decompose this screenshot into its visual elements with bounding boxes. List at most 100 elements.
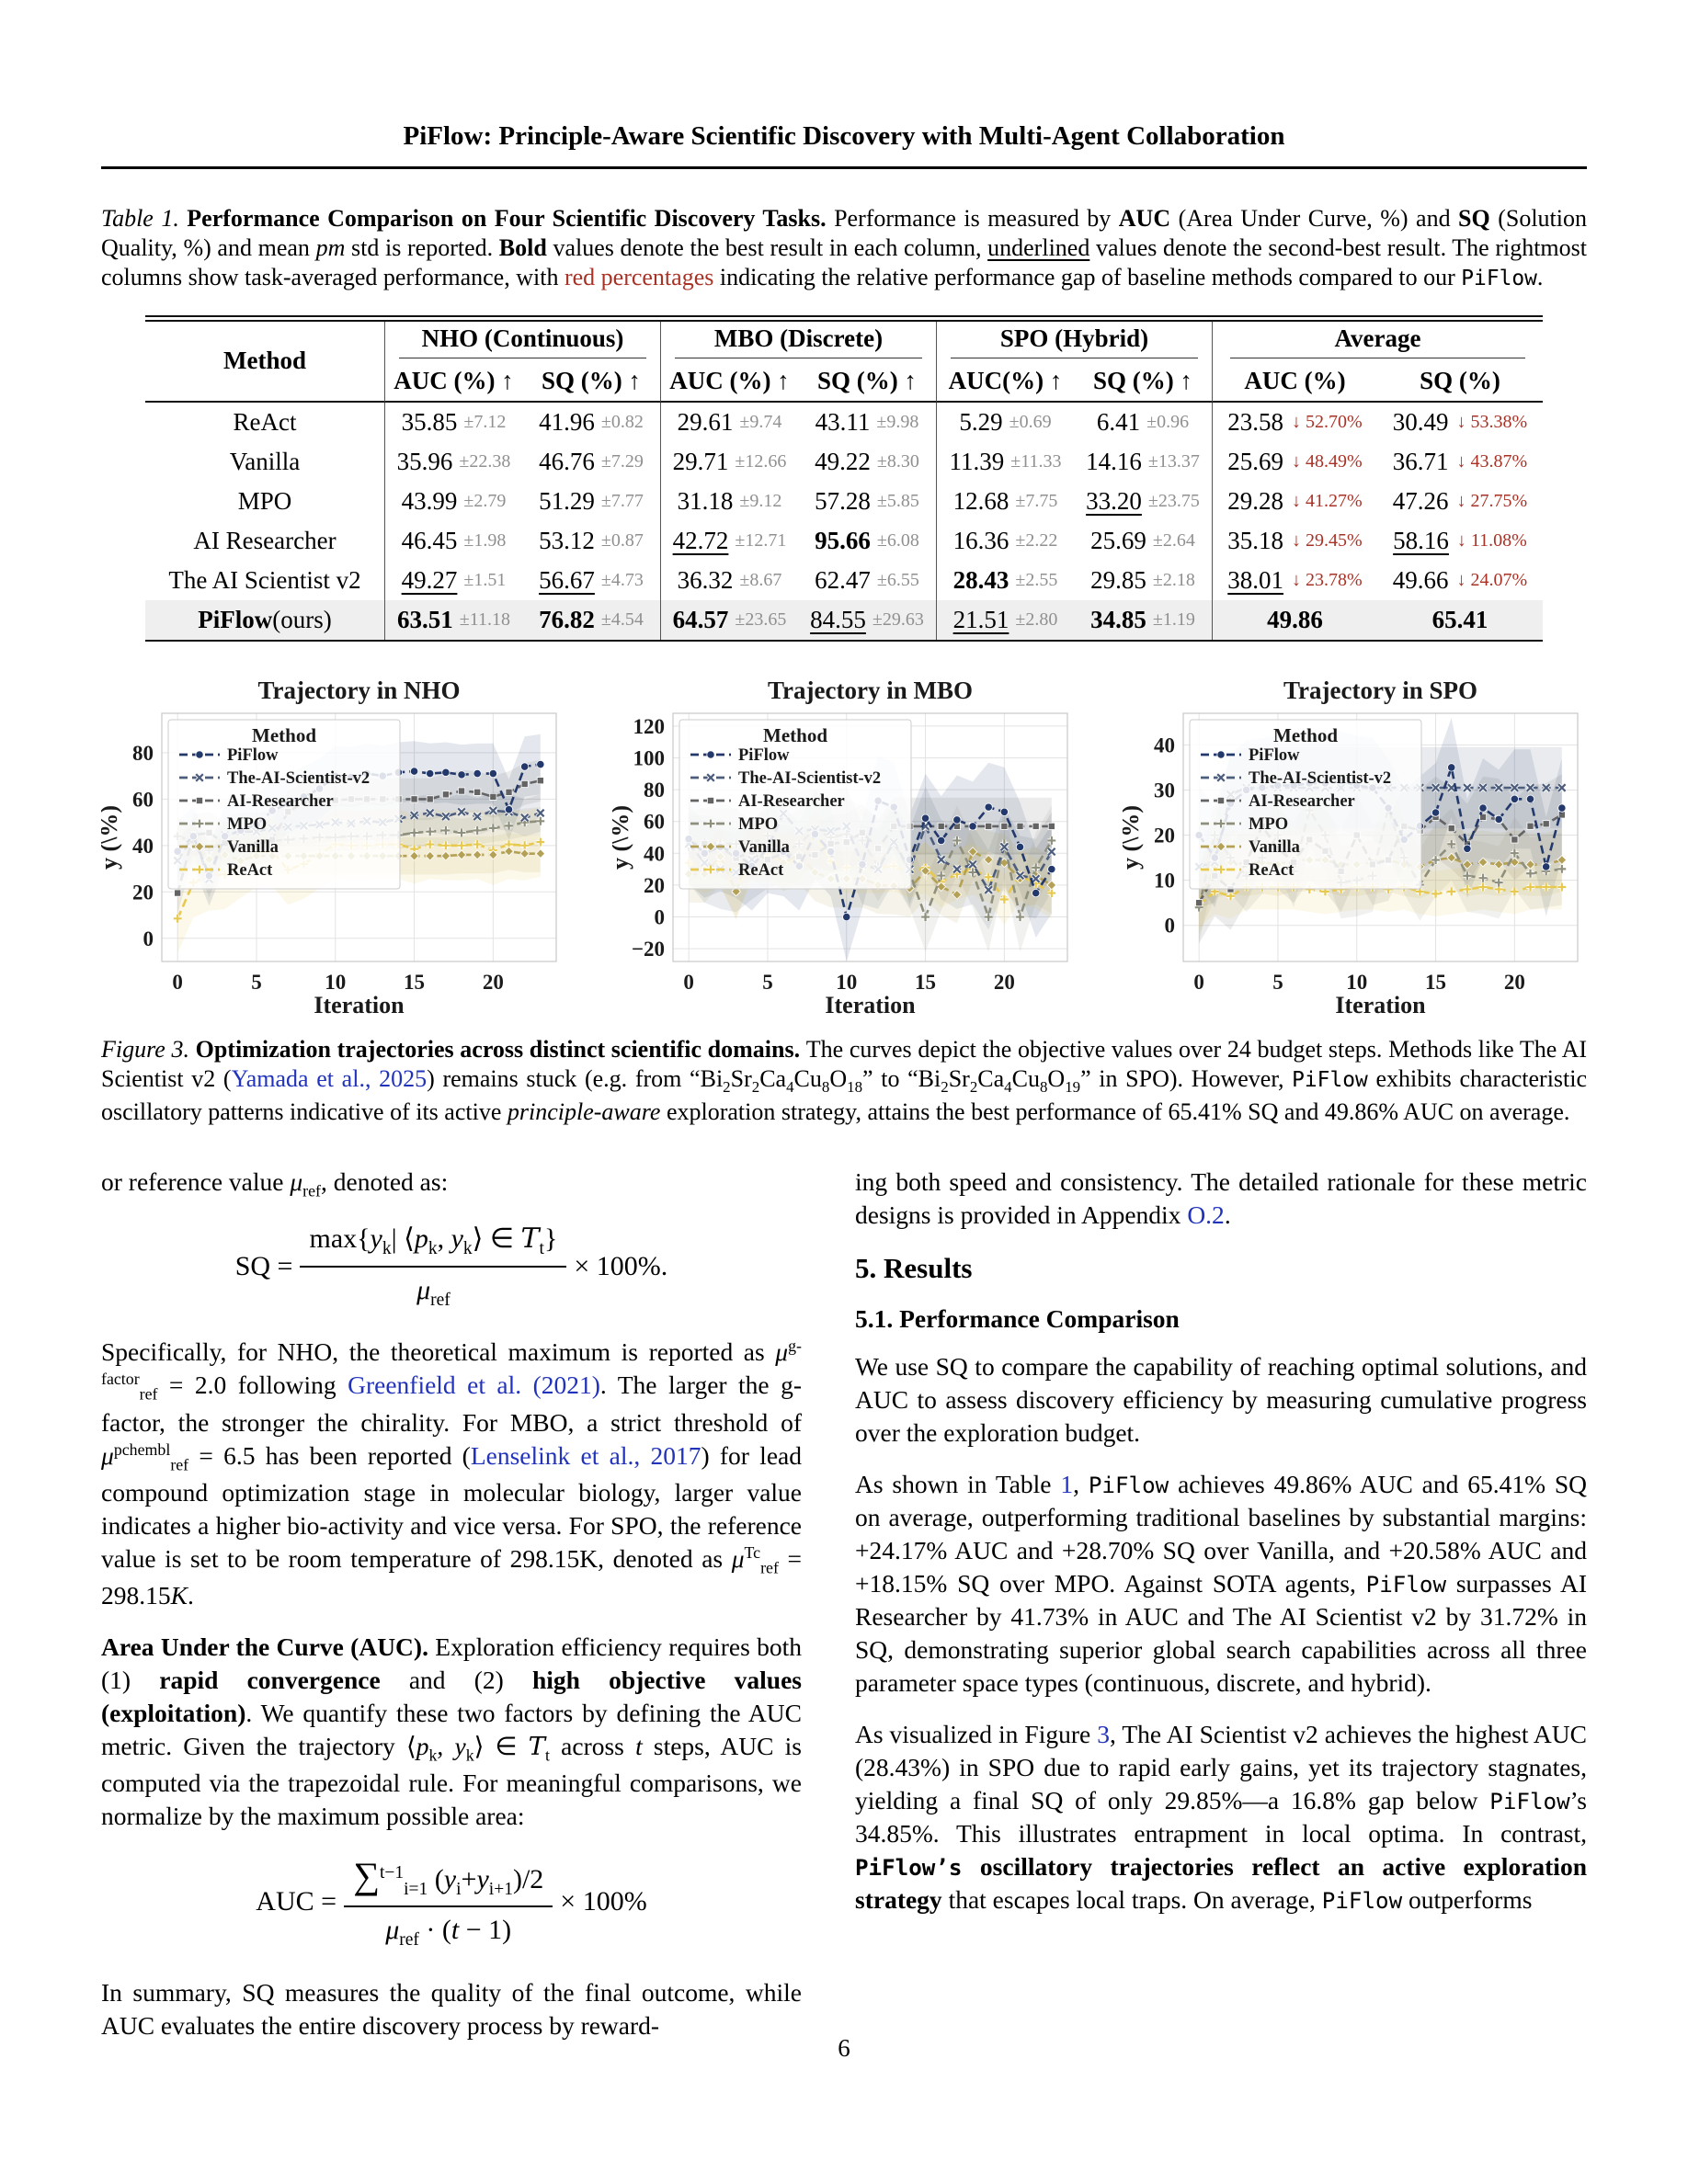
svg-text:Method: Method [252, 724, 316, 746]
text-segment: ref [760, 1558, 779, 1577]
metric-std: ±0.82 [600, 411, 644, 432]
column-group-label: SPO (Hybrid) [951, 324, 1198, 358]
metric-value: 41.96 [539, 407, 595, 436]
svg-text:20: 20 [1154, 824, 1175, 847]
text-segment: As visualized in Figure [855, 1720, 1098, 1749]
svg-text:The-AI-Scientist-v2: The-AI-Scientist-v2 [738, 769, 881, 788]
metric-value: 57.28 [815, 486, 871, 515]
text-segment: Vanilla [229, 447, 301, 475]
metric-cell: 47.26 ↓ 27.75% [1377, 482, 1543, 521]
text-segment: y [443, 1863, 457, 1894]
text-segment: ref [399, 1930, 419, 1951]
metric-value: 21.51 [952, 605, 1009, 633]
text-segment: ⟩ ∈ [473, 1731, 529, 1760]
metric-cell: 56.67 ±4.73 [522, 561, 660, 600]
text-segment: exploration strategy, attains the best p… [660, 1098, 1570, 1126]
metric-std: ±0.69 [1009, 411, 1052, 432]
svg-text:10: 10 [325, 971, 346, 994]
performance-gap-percentage: ↓ 43.87% [1456, 450, 1528, 472]
column-sub-header: SQ (%) ↑ [522, 361, 660, 403]
text-segment: 2 [941, 1078, 949, 1097]
text-segment: Cu [1011, 1064, 1040, 1092]
svg-text:y (\%): y (\%) [1123, 805, 1144, 870]
text-segment: PiFlow [1088, 1473, 1169, 1499]
text-segment: μ [731, 1543, 745, 1573]
text-segment: ( [428, 1863, 444, 1894]
citation-link[interactable]: Greenfield et al. (2021) [348, 1371, 600, 1400]
metric-value: 30.49 [1392, 407, 1449, 436]
text-segment: oscillatory trajectories reflect an acti… [855, 1852, 1587, 1915]
citation-link[interactable]: 3 [1097, 1720, 1110, 1749]
metric-cell: 95.66 ±6.08 [798, 521, 936, 561]
svg-text:Trajectory in SPO: Trajectory in SPO [1283, 677, 1477, 704]
performance-gap-percentage: ↓ 24.07% [1456, 569, 1528, 590]
metric-cell: 49.86 [1212, 599, 1377, 640]
text-segment: AUC [1118, 205, 1171, 232]
text-segment: Sr [948, 1064, 970, 1092]
metric-value: 23.58 [1227, 407, 1284, 436]
citation-link[interactable]: 1 [1060, 1470, 1074, 1499]
figure-caption: Figure 3. Optimization trajectories acro… [101, 1035, 1587, 1128]
metric-value: 35.85 [401, 407, 458, 436]
metric-value: 51.29 [539, 486, 595, 515]
column-group-header: Average [1212, 321, 1543, 361]
text-segment: t [539, 1239, 544, 1259]
svg-text:Method: Method [1273, 724, 1338, 746]
text-segment: i [456, 1879, 462, 1899]
subsection-heading-performance: 5.1. Performance Comparison [855, 1303, 1180, 1333]
metric-std: ±7.77 [600, 490, 644, 511]
text-segment: AI Researcher [193, 526, 336, 554]
text-segment: t [545, 1746, 550, 1765]
text-segment: The AI Scientist v2 [168, 565, 361, 594]
metric-std: ±1.98 [463, 529, 507, 551]
text-segment: pchembl [113, 1439, 171, 1459]
text-segment: i=1 [404, 1879, 428, 1899]
citation-link[interactable]: O.2 [1187, 1200, 1225, 1230]
text-segment: t [451, 1915, 460, 1946]
metric-value: 36.71 [1392, 447, 1449, 475]
fraction-numerator: max{yk| ⟨pk, yk⟩ ∈ Tt} [300, 1221, 567, 1268]
metric-cell: 6.41 ±0.96 [1074, 403, 1212, 442]
svg-text:15: 15 [915, 971, 936, 994]
metric-std: ±7.12 [463, 411, 507, 432]
text-segment: Ca [977, 1064, 1005, 1092]
metric-value: 25.69 [1090, 526, 1146, 554]
performance-gap-percentage: ↓ 27.75% [1456, 490, 1528, 511]
metric-cell: 16.36 ±2.22 [936, 520, 1074, 561]
metric-cell: 43.99 ±2.79 [384, 481, 522, 521]
text-segment: (ours) [272, 605, 332, 633]
metric-cell: 65.41 [1377, 599, 1543, 640]
metric-value: 34.85 [1090, 605, 1146, 633]
text-segment: PiFlow’s [855, 1855, 963, 1882]
text-segment: Exploration efficiency requires both (1) [101, 1632, 802, 1694]
svg-text:40: 40 [644, 842, 665, 865]
text-segment: 8 [821, 1078, 830, 1097]
metric-cell: 35.85 ±7.12 [384, 402, 522, 442]
metric-value: 65.41 [1431, 605, 1488, 633]
metric-std: ±4.54 [600, 609, 644, 630]
svg-text:−20: −20 [631, 938, 664, 961]
text-segment: red percentages [564, 264, 714, 291]
svg-text:Method: Method [763, 724, 827, 746]
text-segment: Cu [793, 1064, 822, 1092]
svg-text:80: 80 [644, 779, 665, 802]
metric-value: 49.86 [1267, 605, 1323, 633]
text-segment: PiFlow [1489, 1789, 1570, 1815]
metric-cell: 41.96 ±0.82 [522, 403, 660, 442]
metric-cell: 5.29 ±0.69 [936, 402, 1074, 442]
text-segment: ⟩ ∈ [472, 1223, 521, 1255]
metric-cell: 11.39 ±11.33 [936, 441, 1074, 482]
column-group-label: MBO (Discrete) [675, 324, 922, 358]
text-segment: K [170, 1580, 188, 1610]
text-segment: indicating the relative performance gap … [713, 264, 1462, 291]
citation-link[interactable]: Yamada et al., 2025 [231, 1064, 428, 1092]
metric-cell: 57.28 ±5.85 [798, 482, 936, 521]
svg-text:20: 20 [1504, 971, 1525, 994]
trajectory-chart-spo: Trajectory in SPO Iteration y (\%) 0 10 20 30 4… [1117, 673, 1587, 1020]
citation-link[interactable]: Lenselink et al., 2017 [470, 1440, 701, 1470]
text-segment: The curves depict the objective values o… [101, 1035, 1587, 1092]
performance-gap-percentage: ↓ 53.38% [1456, 411, 1528, 432]
fraction: max{yk| ⟨pk, yk⟩ ∈ Tt} μref [300, 1221, 567, 1312]
svg-text:y (\%): y (\%) [612, 805, 633, 870]
text-segment: , [437, 1731, 455, 1760]
